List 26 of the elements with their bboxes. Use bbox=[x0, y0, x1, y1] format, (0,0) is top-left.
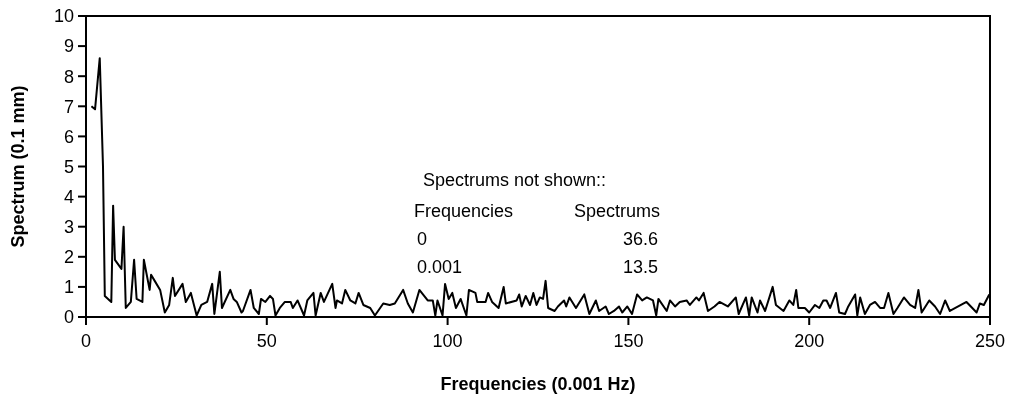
y-tick-label: 1 bbox=[63, 277, 74, 298]
annotation: 13.5 bbox=[622, 257, 658, 277]
x-tick-label: 0 bbox=[80, 331, 92, 351]
annotation: 0.001 bbox=[417, 257, 463, 277]
x-tick-label: 200 bbox=[794, 331, 825, 351]
y-tick-label: 6 bbox=[63, 126, 74, 147]
x-tick-label: 150 bbox=[613, 331, 644, 351]
x-axis-title: Frequencies (0.001 Hz) bbox=[440, 374, 636, 394]
y-axis-title: Spectrum (0.1 mm) bbox=[8, 85, 28, 248]
x-tick-label: 100 bbox=[432, 331, 463, 351]
y-tick-label: 10 bbox=[53, 6, 74, 27]
y-tick-label: 3 bbox=[63, 217, 74, 237]
annotation: Spectrums not shown:: bbox=[423, 170, 607, 190]
x-tick-label: 250 bbox=[974, 331, 1006, 351]
annotation: 36.6 bbox=[622, 229, 658, 249]
annotation: Spectrums bbox=[574, 201, 661, 221]
y-tick-label: 0 bbox=[63, 307, 74, 328]
y-tick-label: 5 bbox=[63, 156, 74, 177]
annotation: Frequencies bbox=[414, 201, 514, 221]
y-tick-label: 8 bbox=[63, 66, 74, 87]
y-tick-label: 4 bbox=[63, 186, 74, 207]
annotation: 0 bbox=[417, 229, 428, 249]
x-tick-label: 50 bbox=[256, 331, 277, 351]
y-tick-label: 2 bbox=[63, 247, 74, 268]
y-tick-label: 7 bbox=[63, 96, 74, 117]
y-tick-label: 9 bbox=[63, 36, 74, 57]
